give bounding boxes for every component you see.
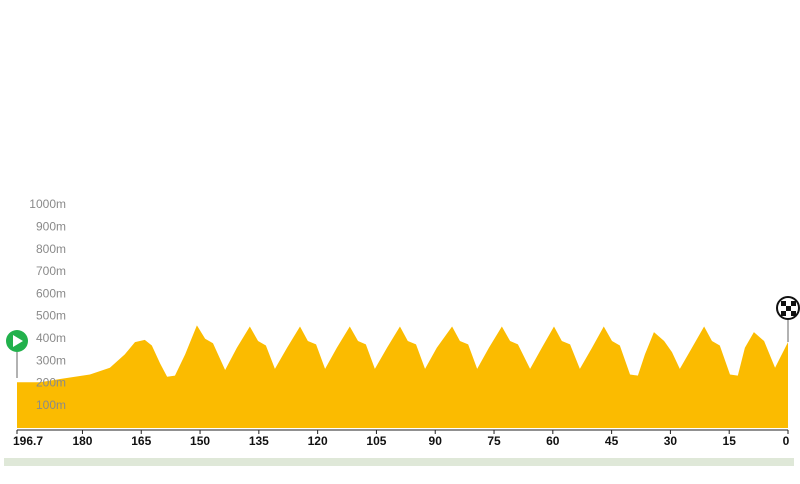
y-tick-label: 500m: [36, 309, 66, 323]
x-tick-label: 135: [249, 434, 269, 448]
y-tick-label: 600m: [36, 286, 66, 300]
y-tick-label: 400m: [36, 331, 66, 345]
x-tick-label: 60: [546, 434, 560, 448]
x-tick-label: 165: [131, 434, 151, 448]
map-strip: [4, 458, 794, 466]
x-tick-label: 150: [190, 434, 210, 448]
x-tick-label: 196.7: [13, 434, 43, 448]
y-tick-label: 300m: [36, 353, 66, 367]
x-tick-label: 45: [605, 434, 619, 448]
x-tick-label: 90: [429, 434, 443, 448]
x-tick-label: 30: [664, 434, 678, 448]
x-tick-label: 0: [783, 434, 790, 448]
y-tick-label: 100m: [36, 398, 66, 412]
x-tick-label: 75: [487, 434, 501, 448]
y-tick-label: 800m: [36, 242, 66, 256]
elevation-area: [17, 325, 788, 428]
y-tick-label: 1000m: [29, 197, 66, 211]
x-tick-label: 105: [366, 434, 386, 448]
x-tick-label: 15: [723, 434, 737, 448]
x-tick-label: 180: [72, 434, 92, 448]
start-icon: [6, 330, 28, 378]
finish-icon: [776, 296, 800, 342]
y-tick-label: 700m: [36, 264, 66, 278]
plot: 100m 200m 300m 400m 500m 600m 700m 800m 900m 1000…: [13, 197, 790, 448]
y-tick-label: 200m: [36, 376, 66, 390]
x-tick-label: 120: [308, 434, 328, 448]
y-tick-label: 900m: [36, 219, 66, 233]
